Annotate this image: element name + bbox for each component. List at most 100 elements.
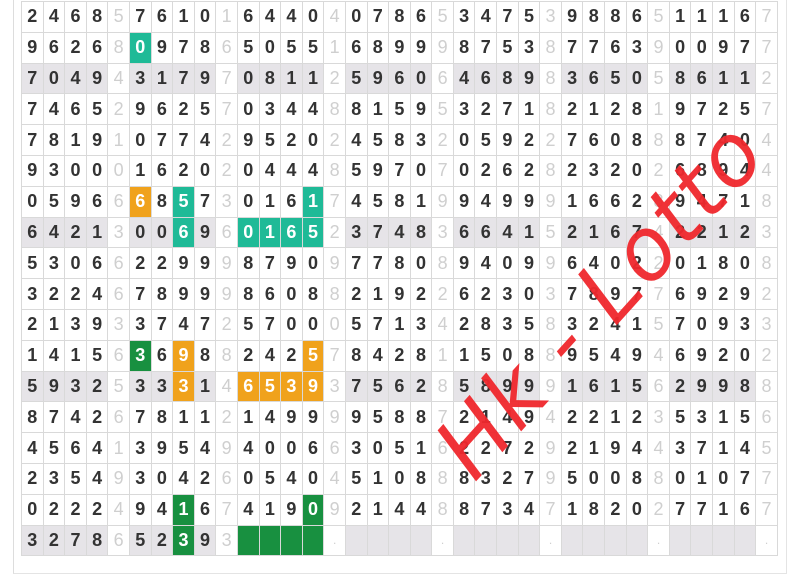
separator-digit-cell: 2 (539, 124, 562, 156)
digit-cell: 6 (280, 185, 303, 218)
digit-cell: 9 (496, 370, 519, 403)
separator-digit-cell: 1 (107, 124, 130, 156)
digit-cell: 0 (452, 154, 476, 187)
digit-cell: 5 (344, 308, 368, 341)
separator-digit-cell: 9 (539, 462, 562, 495)
highlighted-digit-cell: 6 (280, 216, 303, 249)
digit-cell: 0 (301, 247, 325, 280)
highlighted-digit-cell: 5 (172, 185, 195, 218)
digit-cell: 8 (21, 401, 44, 434)
separator-digit-cell: 8 (539, 31, 562, 64)
separator-digit-cell: 8 (107, 31, 130, 64)
digit-cell: 3 (668, 432, 692, 464)
digit-cell: 9 (604, 278, 627, 310)
separator-digit-cell: 7 (539, 493, 562, 526)
separator-digit-cell: 3 (755, 216, 778, 249)
digit-cell: 3 (690, 401, 713, 434)
digit-cell: 6 (690, 62, 713, 95)
digit-cell: 9 (64, 185, 87, 218)
digit-cell: 8 (150, 185, 174, 218)
digit-cell: 1 (388, 308, 411, 341)
digit-cell: 5 (366, 370, 390, 403)
digit-cell: 7 (366, 247, 390, 280)
digit-cell: 4 (344, 185, 368, 218)
digit-cell: 2 (42, 524, 66, 557)
digit-cell: 7 (172, 31, 195, 64)
digit-cell: 3 (560, 62, 584, 95)
separator-digit-cell: . (647, 524, 670, 557)
separator-digit-cell: 7 (755, 1, 778, 33)
digit-cell: 8 (496, 62, 519, 95)
digit-cell: 2 (517, 154, 541, 187)
digit-cell: 9 (193, 278, 217, 310)
separator-digit-cell: 2 (647, 247, 670, 280)
separator-digit-cell: 2 (323, 124, 346, 156)
digit-cell: 0 (604, 124, 627, 156)
digit-cell: 7 (344, 370, 368, 403)
digit-cell: 6 (733, 1, 757, 33)
digit-cell: 3 (21, 524, 44, 557)
digit-cell: 5 (128, 524, 152, 557)
digit-cell: 0 (625, 62, 649, 95)
digit-cell: 2 (668, 216, 692, 249)
digit-cell: 0 (193, 1, 217, 33)
digit-cell: 7 (712, 185, 735, 218)
digit-cell: 8 (388, 185, 411, 218)
digit-cell: 7 (150, 308, 174, 341)
digit-cell: 2 (582, 401, 606, 434)
digit-cell: 0 (236, 462, 260, 495)
digit-cell: 8 (388, 247, 411, 280)
separator-digit-cell: 3 (431, 216, 454, 249)
digit-cell (452, 524, 476, 557)
digit-cell: 5 (301, 31, 325, 64)
digit-cell: 2 (560, 154, 584, 187)
separator-digit-cell: 7 (755, 31, 778, 64)
digit-cell: 9 (496, 185, 519, 218)
digit-cell: 9 (21, 31, 44, 64)
digit-cell: 1 (582, 93, 606, 126)
digit-cell: 5 (42, 432, 66, 464)
separator-digit-cell: . (323, 524, 346, 557)
separator-digit-cell: 3 (107, 308, 130, 341)
digit-cell: 1 (366, 493, 390, 526)
digit-cell: 2 (582, 308, 606, 341)
digit-cell: 1 (582, 432, 606, 464)
separator-digit-cell: 8 (647, 462, 670, 495)
digit-cell: 0 (42, 62, 66, 95)
digit-cell: 1 (690, 462, 713, 495)
separator-digit-cell: 0 (323, 308, 346, 341)
digit-cell: 7 (496, 93, 519, 126)
digit-cell: 6 (582, 185, 606, 218)
digit-cell: 5 (388, 93, 411, 126)
separator-digit-cell: 1 (431, 339, 454, 372)
digit-cell: 2 (42, 278, 66, 310)
digit-cell: 3 (64, 308, 87, 341)
digit-cell: 1 (625, 308, 649, 341)
digit-cell: 2 (344, 493, 368, 526)
digit-cell: 9 (733, 278, 757, 310)
digit-cell: 4 (150, 493, 174, 526)
digit-cell: 7 (690, 124, 713, 156)
separator-digit-cell: 4 (431, 308, 454, 341)
digit-cell: 0 (517, 278, 541, 310)
digit-cell: 0 (236, 93, 260, 126)
digit-cell: 0 (604, 462, 627, 495)
digit-cell (344, 524, 368, 557)
digit-cell: 7 (21, 62, 44, 95)
digit-cell: 4 (42, 339, 66, 372)
digit-cell: 6 (582, 62, 606, 95)
digit-cell: 1 (42, 308, 66, 341)
digit-cell: 1 (258, 493, 282, 526)
digit-cell: 0 (128, 216, 152, 249)
digit-cell (474, 524, 498, 557)
digit-cell (517, 524, 541, 557)
digit-cell: 7 (21, 93, 44, 126)
digit-cell: 9 (301, 401, 325, 434)
separator-digit-cell: 5 (107, 370, 130, 403)
digit-cell: 9 (452, 185, 476, 218)
